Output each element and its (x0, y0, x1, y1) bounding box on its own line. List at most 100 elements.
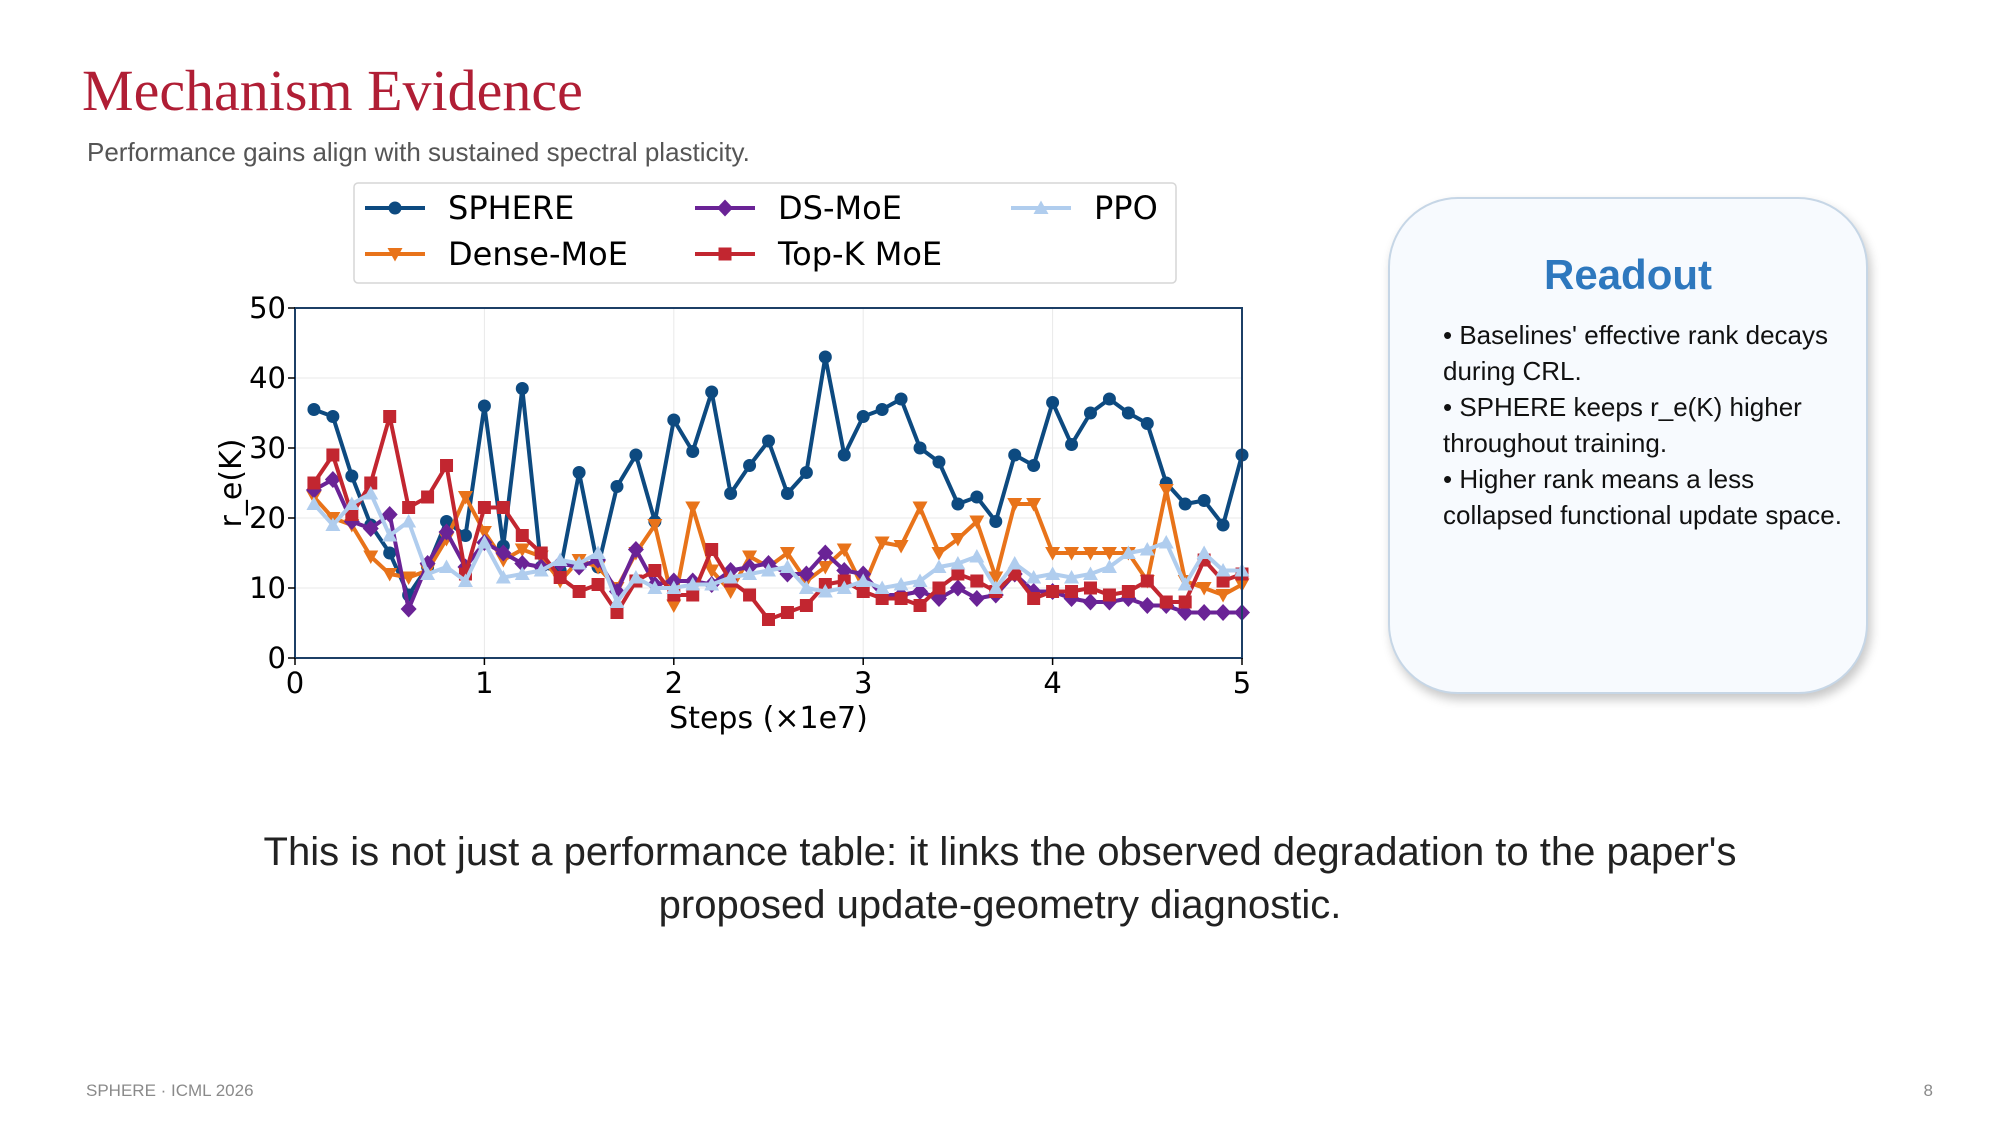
data-point (931, 547, 947, 561)
data-point (723, 585, 739, 599)
data-point (951, 567, 965, 581)
footer-venue: SPHERE · ICML 2026 (86, 1081, 254, 1100)
data-point (817, 561, 833, 575)
data-point (686, 588, 700, 602)
data-point (1177, 577, 1193, 591)
data-point (1046, 585, 1060, 598)
x-tick-label: 3 (854, 666, 872, 700)
data-point (364, 476, 378, 490)
data-point (780, 606, 794, 619)
data-point (1158, 535, 1174, 549)
data-point (931, 559, 947, 573)
data-point (836, 543, 852, 557)
data-point (363, 486, 379, 500)
data-point (1121, 406, 1135, 420)
data-point (382, 568, 398, 582)
data-point (743, 588, 757, 602)
legend-label: DS-MoE (778, 189, 902, 227)
data-point (439, 559, 455, 573)
data-point (988, 580, 1004, 594)
data-point (913, 441, 927, 455)
data-point (667, 413, 681, 427)
readout-title: Readout (1544, 251, 1712, 298)
data-point (438, 523, 455, 541)
data-point (648, 564, 662, 577)
data-point (1082, 593, 1099, 611)
slide-title: Mechanism Evidence (82, 58, 583, 123)
takeaway-text: This is not just a performance table: it… (263, 830, 1737, 927)
data-point (1027, 592, 1041, 605)
data-point (1007, 498, 1023, 512)
readout-body: • Baselines' effective rank decays durin… (1443, 317, 1843, 533)
data-point (1120, 545, 1136, 559)
y-tick-label: 20 (249, 501, 286, 535)
data-point (496, 501, 510, 514)
y-tick-label: 0 (268, 641, 286, 675)
data-point (950, 556, 966, 570)
legend-marker (387, 248, 403, 262)
data-point (362, 520, 379, 537)
data-point (969, 549, 985, 563)
page-number: 8 (1923, 1081, 1933, 1100)
legend-label: Top-K MoE (777, 235, 942, 273)
data-point (1216, 574, 1230, 588)
data-point (1045, 547, 1061, 561)
data-point (666, 599, 682, 613)
data-point (571, 556, 587, 570)
data-point (912, 583, 929, 600)
data-point (1026, 570, 1042, 584)
legend-box (353, 182, 1177, 284)
readout-bullet: • SPHERE keeps r_e(K) higher throughout … (1443, 392, 1802, 458)
data-point (856, 410, 870, 423)
data-point (1064, 570, 1080, 584)
data-point (856, 585, 870, 598)
data-point (1140, 574, 1154, 588)
data-point (780, 487, 794, 500)
data-point (572, 585, 586, 598)
data-point (799, 466, 813, 479)
legend-label: Dense-MoE (448, 235, 628, 273)
data-point (381, 506, 398, 523)
data-point (1008, 448, 1022, 462)
data-point (912, 573, 928, 587)
chart-legend: SPHERE Dense-MoE DS-MoE Top-K MoE PPO (353, 182, 1177, 284)
data-point (705, 543, 719, 556)
data-point (590, 545, 606, 559)
data-point (609, 594, 625, 608)
data-point (495, 570, 511, 584)
data-point (440, 459, 454, 472)
data-point (950, 533, 966, 547)
data-point (476, 526, 492, 540)
data-point (798, 580, 814, 594)
x-axis-label: Steps (×1e7) (669, 701, 868, 736)
slide-subtitle: Performance gains align with sustained s… (87, 137, 750, 167)
data-point (1197, 494, 1211, 507)
data-point (344, 496, 360, 510)
data-point (969, 515, 985, 529)
data-point (1196, 604, 1213, 621)
data-point (1215, 563, 1231, 577)
data-point (534, 546, 548, 560)
data-point (1045, 566, 1061, 580)
data-point (817, 584, 833, 598)
data-point (1139, 542, 1155, 556)
data-point (383, 546, 397, 560)
data-point (345, 508, 359, 521)
data-point (1159, 595, 1173, 609)
data-point (932, 455, 946, 469)
data-point (400, 600, 417, 618)
data-point (533, 563, 549, 577)
legend-marker (718, 247, 732, 261)
data-point (401, 571, 417, 585)
x-tick-label: 0 (286, 666, 304, 700)
legend-marker (388, 201, 402, 215)
data-point (970, 574, 984, 588)
data-point (742, 550, 758, 564)
data-point (306, 496, 322, 510)
data-point (647, 519, 663, 533)
data-point (1215, 589, 1231, 603)
data-point (514, 555, 531, 572)
data-point (837, 448, 851, 462)
data-point (324, 471, 341, 488)
